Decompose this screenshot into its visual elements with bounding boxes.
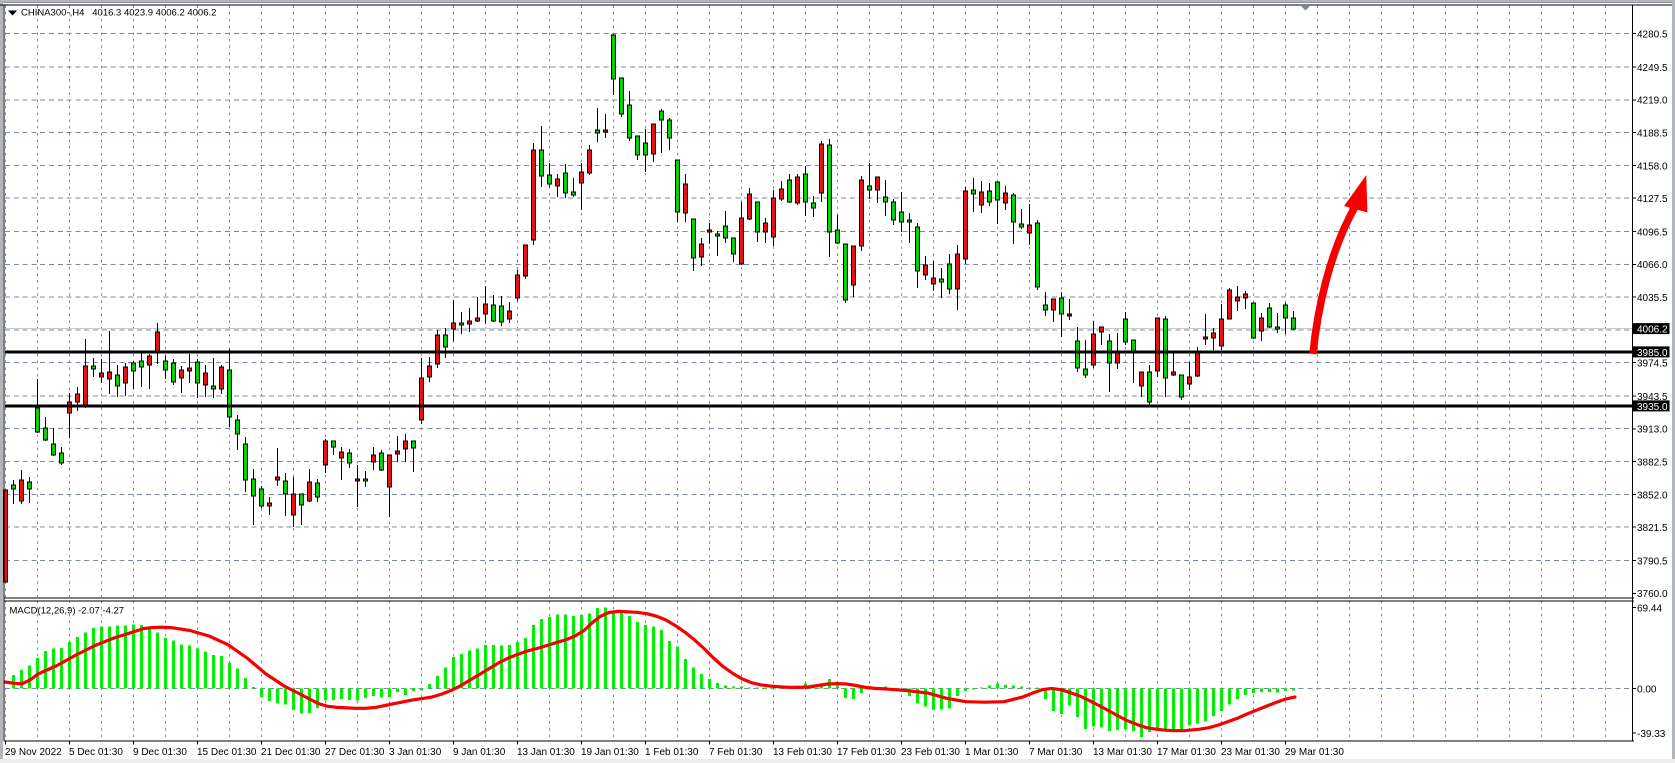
svg-text:29 Mar 01:30: 29 Mar 01:30 — [1285, 747, 1344, 758]
svg-text:7 Mar 01:30: 7 Mar 01:30 — [1029, 747, 1083, 758]
svg-text:3943.5: 3943.5 — [1637, 392, 1668, 403]
svg-text:3974.5: 3974.5 — [1637, 359, 1668, 370]
svg-text:CHINA300-,H4 4016.3 4023.9 4: CHINA300-,H4 4016.3 4023.9 4006.2 4006.2 — [21, 8, 216, 19]
svg-text:19 Jan 01:30: 19 Jan 01:30 — [581, 747, 639, 758]
svg-text:4249.5: 4249.5 — [1637, 63, 1668, 74]
svg-text:4219.0: 4219.0 — [1637, 96, 1668, 107]
svg-text:3913.0: 3913.0 — [1637, 425, 1668, 436]
svg-text:1 Feb 01:30: 1 Feb 01:30 — [645, 747, 699, 758]
svg-text:0.00: 0.00 — [1637, 684, 1657, 695]
svg-text:13 Jan 01:30: 13 Jan 01:30 — [517, 747, 575, 758]
svg-text:69.44: 69.44 — [1637, 603, 1662, 614]
svg-text:5 Dec 01:30: 5 Dec 01:30 — [69, 747, 123, 758]
svg-text:9 Jan 01:30: 9 Jan 01:30 — [453, 747, 506, 758]
svg-text:29 Nov 2022: 29 Nov 2022 — [5, 747, 62, 758]
svg-text:23 Mar 01:30: 23 Mar 01:30 — [1221, 747, 1280, 758]
svg-text:3852.0: 3852.0 — [1637, 490, 1668, 501]
svg-text:27 Dec 01:30: 27 Dec 01:30 — [325, 747, 385, 758]
svg-text:4127.5: 4127.5 — [1637, 194, 1668, 205]
svg-text:9 Dec 01:30: 9 Dec 01:30 — [133, 747, 187, 758]
svg-text:17 Feb 01:30: 17 Feb 01:30 — [837, 747, 896, 758]
svg-text:17 Mar 01:30: 17 Mar 01:30 — [1157, 747, 1216, 758]
svg-text:3985.0: 3985.0 — [1637, 348, 1668, 359]
svg-text:13 Mar 01:30: 13 Mar 01:30 — [1093, 747, 1152, 758]
svg-text:13 Feb 01:30: 13 Feb 01:30 — [773, 747, 832, 758]
svg-text:4035.5: 4035.5 — [1637, 293, 1668, 304]
svg-text:21 Dec 01:30: 21 Dec 01:30 — [261, 747, 321, 758]
svg-text:1 Mar 01:30: 1 Mar 01:30 — [965, 747, 1019, 758]
svg-text:15 Dec 01:30: 15 Dec 01:30 — [197, 747, 257, 758]
svg-text:4280.5: 4280.5 — [1637, 30, 1668, 41]
svg-text:7 Feb 01:30: 7 Feb 01:30 — [709, 747, 763, 758]
svg-text:3821.5: 3821.5 — [1637, 523, 1668, 534]
svg-text:3935.0: 3935.0 — [1637, 402, 1668, 413]
svg-text:4096.5: 4096.5 — [1637, 227, 1668, 238]
svg-text:MACD(12,26,9) -2.07 -4.27: MACD(12,26,9) -2.07 -4.27 — [10, 606, 125, 617]
svg-text:23 Feb 01:30: 23 Feb 01:30 — [901, 747, 960, 758]
svg-text:4188.5: 4188.5 — [1637, 129, 1668, 140]
svg-text:4066.0: 4066.0 — [1637, 260, 1668, 271]
svg-text:3760.0: 3760.0 — [1637, 589, 1668, 600]
svg-text:4006.2: 4006.2 — [1637, 325, 1668, 336]
svg-text:4158.0: 4158.0 — [1637, 161, 1668, 172]
svg-text:3882.5: 3882.5 — [1637, 458, 1668, 469]
svg-text:-39.33: -39.33 — [1637, 729, 1666, 740]
svg-text:3790.5: 3790.5 — [1637, 556, 1668, 567]
svg-text:3 Jan 01:30: 3 Jan 01:30 — [389, 747, 442, 758]
